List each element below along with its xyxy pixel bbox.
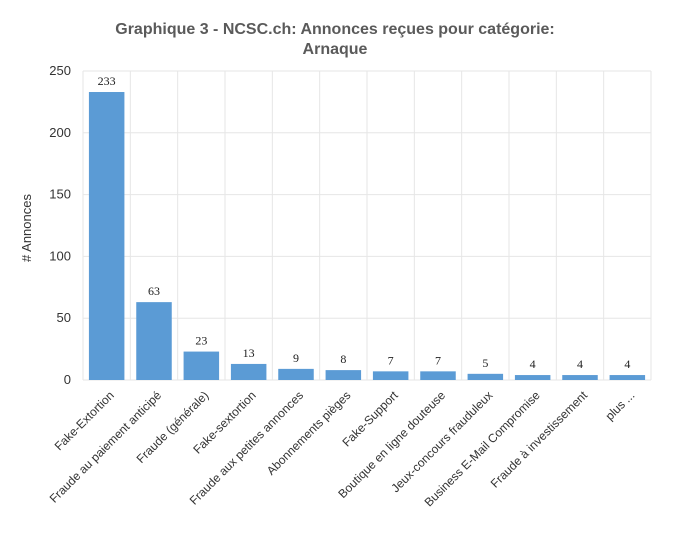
bar <box>183 351 220 380</box>
bar <box>88 92 125 381</box>
gridlines <box>82 70 652 381</box>
data-label: 23 <box>195 334 207 348</box>
y-tick-label: 100 <box>49 248 71 263</box>
x-tick-label: Abonnements pièges <box>264 388 354 478</box>
data-label: 8 <box>340 352 346 366</box>
data-label: 4 <box>530 357 536 371</box>
x-tick-label: plus ... <box>603 388 638 423</box>
bar <box>372 371 409 380</box>
y-tick-label: 250 <box>49 63 71 78</box>
y-tick-label: 0 <box>64 372 71 387</box>
data-label: 13 <box>243 346 255 360</box>
data-label: 63 <box>148 284 160 298</box>
bar <box>609 375 646 380</box>
bar <box>420 371 456 380</box>
data-label: 4 <box>624 357 630 371</box>
bar <box>514 375 551 380</box>
bars <box>88 92 646 381</box>
bar <box>325 370 362 380</box>
y-tick-label: 50 <box>57 310 71 325</box>
data-label: 7 <box>388 353 394 367</box>
data-label: 9 <box>293 351 299 365</box>
data-label: 5 <box>482 356 488 370</box>
data-label: 4 <box>577 357 583 371</box>
y-tick-label: 150 <box>49 187 71 202</box>
data-labels: 233 63 23 13 9 8 7 7 5 4 4 4 <box>98 74 631 371</box>
bar <box>467 373 504 380</box>
bar <box>278 368 314 380</box>
y-axis-ticks: 0 50 100 150 200 250 <box>49 63 71 387</box>
bar <box>230 363 267 380</box>
data-label: 233 <box>98 74 116 88</box>
bar <box>562 375 598 380</box>
chart-title-line-2: Arnaque <box>303 41 368 58</box>
data-label: 7 <box>435 353 441 367</box>
y-axis-label: # Annonces <box>19 194 34 262</box>
y-tick-label: 200 <box>49 125 71 140</box>
x-tick-label: Fraude à investissement <box>488 388 591 491</box>
chart-title-line-1: Graphique 3 - NCSC.ch: Annonces reçues p… <box>115 21 555 38</box>
bar <box>136 302 172 380</box>
